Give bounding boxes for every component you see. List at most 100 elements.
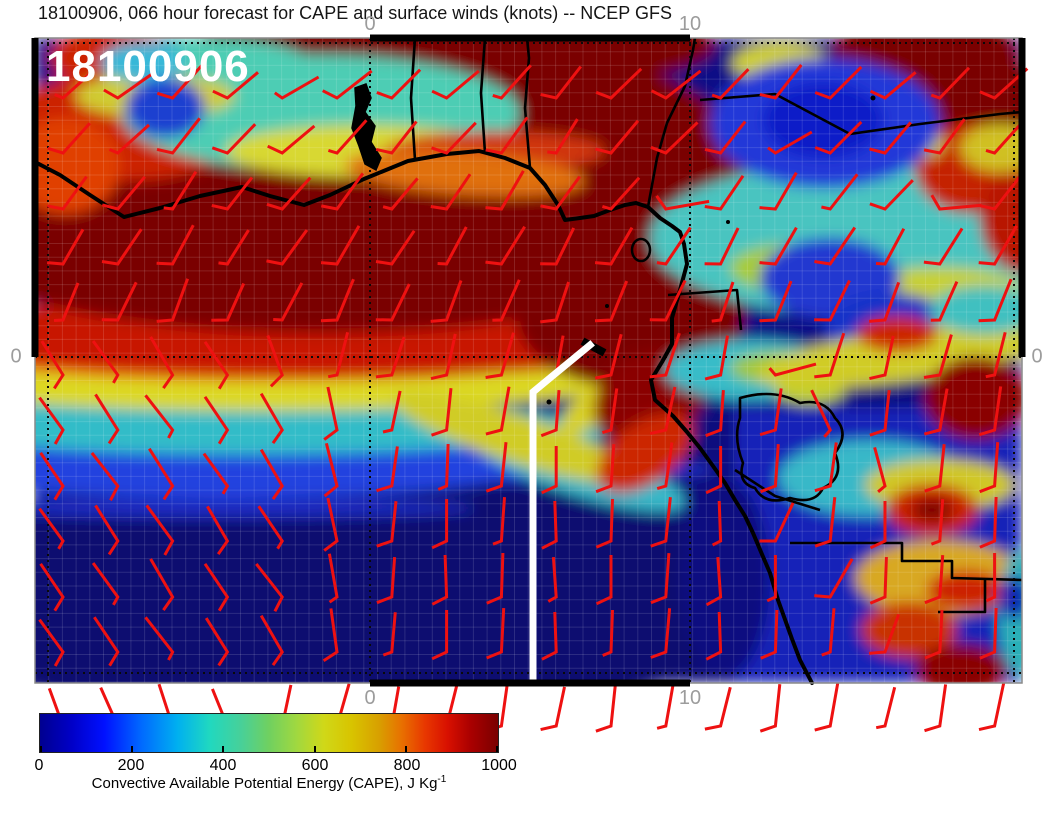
model-run-stamp: 18100906 bbox=[46, 42, 250, 91]
wind-barb bbox=[492, 64, 532, 100]
wind-barb bbox=[814, 120, 863, 155]
island-dot bbox=[605, 304, 609, 308]
wind-barb bbox=[704, 227, 740, 266]
wind-barb bbox=[540, 227, 576, 266]
wind-barb bbox=[211, 282, 246, 322]
wind-barb bbox=[202, 452, 230, 495]
axis-label-bottom-10: 10 bbox=[678, 687, 702, 709]
colorbar-tick-0: 0 bbox=[34, 757, 44, 774]
wind-barb bbox=[54, 70, 94, 100]
wind-barb bbox=[711, 500, 723, 547]
wind-barb bbox=[431, 610, 449, 661]
colorbar-notch bbox=[405, 746, 407, 752]
wind-barb bbox=[327, 119, 368, 155]
wind-barb bbox=[810, 389, 832, 438]
white-track bbox=[529, 340, 595, 687]
map-frame-border bbox=[31, 34, 1026, 687]
wind-barb bbox=[375, 229, 416, 266]
wind-barb bbox=[144, 616, 175, 661]
wind-barb bbox=[814, 442, 838, 493]
wind-barb bbox=[486, 552, 505, 605]
wind-barb bbox=[431, 388, 453, 437]
wind-barb bbox=[547, 118, 579, 155]
wind-barb bbox=[431, 554, 449, 606]
wind-barb bbox=[486, 608, 506, 660]
wind-barb bbox=[376, 556, 397, 605]
wind-barb bbox=[93, 616, 120, 667]
wind-barb bbox=[430, 173, 472, 211]
wind-barb bbox=[94, 504, 120, 556]
wind-barb bbox=[759, 388, 783, 437]
wind-barb bbox=[259, 614, 284, 666]
axis-label-right-0: 0 bbox=[1031, 345, 1043, 368]
wind-barb bbox=[211, 176, 254, 211]
wind-barb bbox=[541, 500, 558, 550]
wind-barb bbox=[595, 443, 616, 494]
wind-barb bbox=[923, 227, 964, 266]
wind-barb bbox=[376, 68, 422, 100]
wind-barb bbox=[705, 611, 723, 661]
wind-barb bbox=[979, 67, 1029, 100]
wind-barb bbox=[595, 67, 643, 100]
wind-barb bbox=[924, 610, 944, 660]
wind-barb bbox=[273, 75, 320, 100]
wind-barb bbox=[382, 390, 402, 434]
wind-barb bbox=[259, 392, 284, 444]
axis-label-top-0: 0 bbox=[364, 13, 376, 35]
wind-barb bbox=[541, 446, 558, 495]
wind-barb bbox=[705, 389, 725, 438]
wind-barb bbox=[485, 170, 525, 211]
wind-barb bbox=[875, 686, 897, 730]
wind-barb bbox=[978, 682, 1006, 732]
wind-barb bbox=[923, 118, 966, 155]
wind-barb bbox=[759, 684, 782, 733]
figure-title: 18100906, 066 hour forecast for CAPE and… bbox=[38, 3, 672, 23]
wind-barb bbox=[540, 281, 571, 324]
wind-barb bbox=[869, 335, 895, 381]
wind-barb bbox=[485, 386, 511, 436]
wind-barb bbox=[273, 282, 304, 322]
wind-barb bbox=[323, 442, 339, 498]
wind-barb bbox=[924, 684, 948, 733]
wind-barb bbox=[924, 554, 945, 605]
wind-barb bbox=[91, 340, 120, 384]
wind-barb bbox=[430, 279, 463, 323]
wind-barb bbox=[814, 279, 851, 322]
wind-barb bbox=[869, 121, 912, 155]
wind-barb bbox=[767, 130, 813, 155]
colorbar-tick-200: 200 bbox=[117, 757, 145, 774]
wind-barb bbox=[431, 69, 480, 100]
wind-barb bbox=[759, 502, 795, 543]
wind-barb bbox=[601, 176, 641, 211]
wind-barb bbox=[149, 558, 175, 611]
wind-barb bbox=[711, 68, 750, 100]
wind-barb bbox=[266, 334, 284, 388]
wind-barb bbox=[212, 71, 259, 100]
colorbar-tick-600: 600 bbox=[301, 757, 329, 774]
colorbar-notch bbox=[131, 746, 133, 752]
wind-barb bbox=[382, 612, 397, 657]
wind-barb bbox=[759, 280, 793, 323]
wind-barb bbox=[595, 684, 617, 733]
wind-barb bbox=[255, 562, 284, 612]
wind-barb bbox=[437, 443, 450, 491]
wind-barb bbox=[656, 682, 675, 730]
wind-barb bbox=[485, 225, 526, 266]
wind-barb bbox=[814, 558, 854, 599]
coastlines-borders bbox=[33, 37, 1023, 685]
wind-barb bbox=[323, 386, 339, 441]
wind-barb bbox=[978, 278, 1013, 323]
colorbar-notch bbox=[222, 746, 224, 752]
axis-label-top-10: 10 bbox=[678, 13, 702, 35]
cape-colorbar bbox=[39, 713, 499, 753]
wind-barb bbox=[47, 122, 91, 155]
wind-barb bbox=[485, 332, 515, 379]
wind-barb bbox=[323, 497, 339, 552]
colorbar-tick-1000: 1000 bbox=[481, 757, 517, 774]
wind-barb bbox=[375, 283, 411, 322]
wind-barb bbox=[101, 281, 138, 322]
wind-barb bbox=[547, 556, 558, 603]
wind-barb bbox=[320, 278, 355, 323]
wind-barb bbox=[38, 396, 65, 445]
